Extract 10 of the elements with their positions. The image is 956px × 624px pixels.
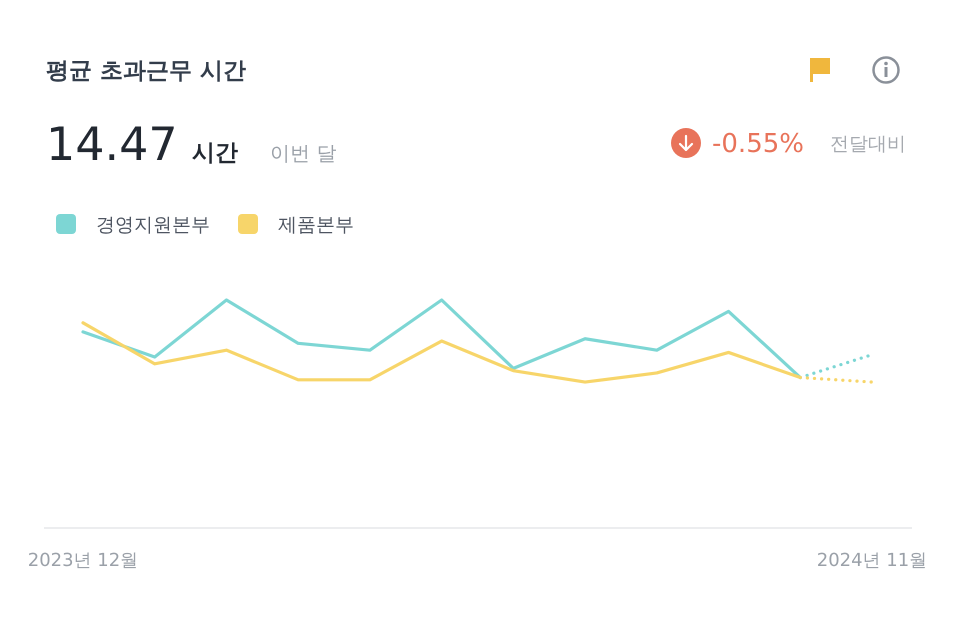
x-tick-label: 2023년 12월 — [28, 550, 138, 571]
text: 시간 — [192, 140, 238, 166]
text: 이번 달 — [270, 141, 336, 165]
x-tick-label: 2024년 11월 — [816, 550, 928, 571]
legend-label: 경영지원본부 — [96, 214, 210, 236]
legend-label: 제품본부 — [278, 214, 354, 236]
text: 14.47 — [46, 117, 178, 171]
chart-title: 평균 초과근무 시간 — [46, 58, 246, 84]
text: -0.55% — [712, 129, 804, 159]
text: 전달대비 — [830, 133, 906, 155]
